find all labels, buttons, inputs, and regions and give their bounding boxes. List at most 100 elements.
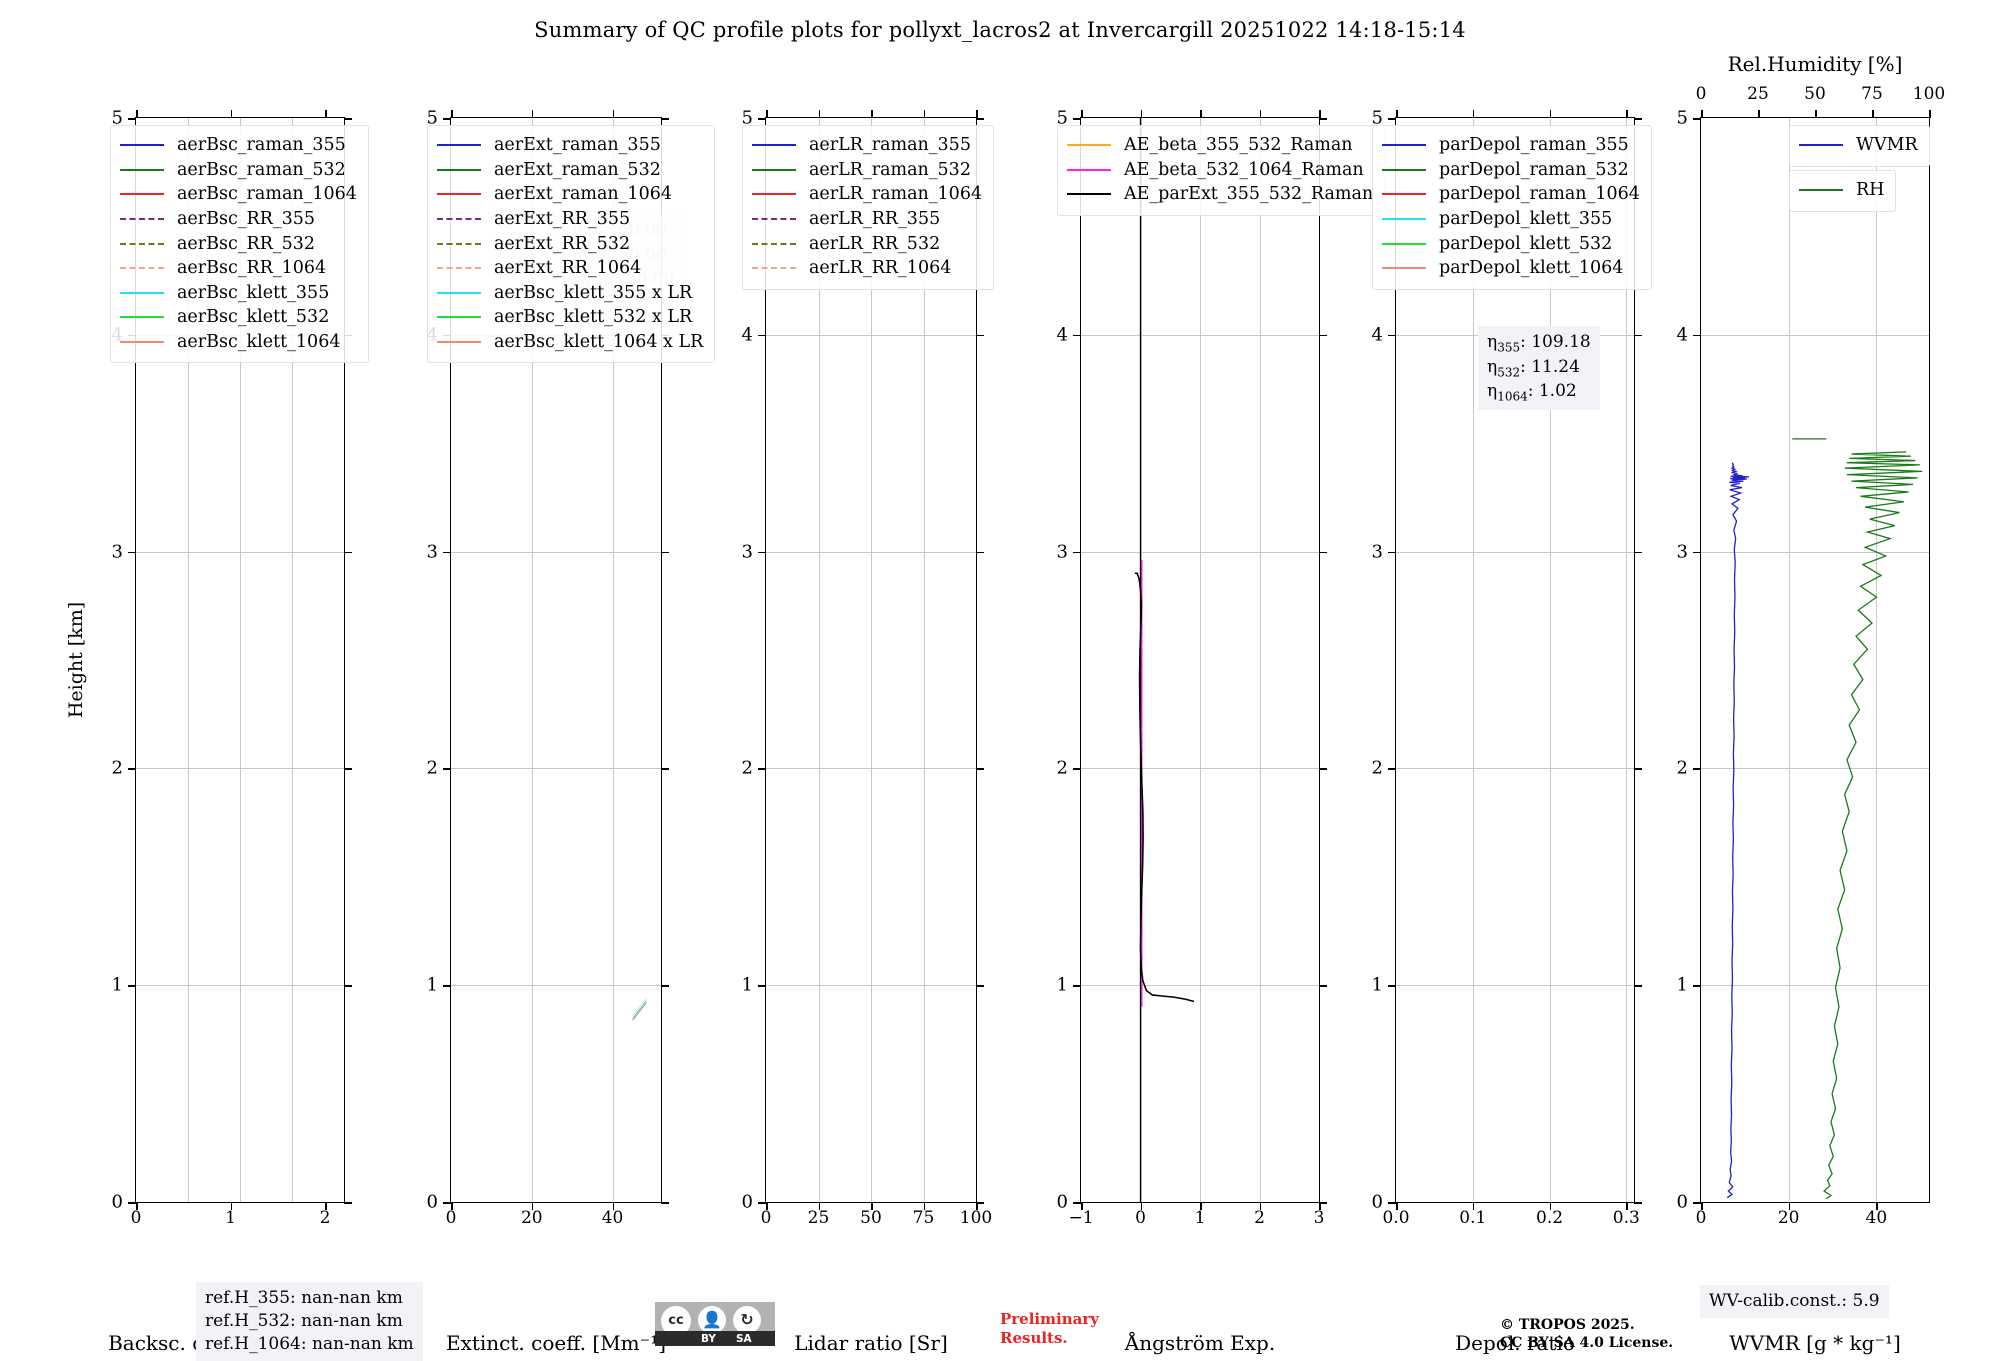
preliminary-line-2: Results. [1000,1328,1068,1347]
legend-label: aerBsc_raman_532 [177,159,346,180]
legend-lidar-ratio[interactable]: aerLR_raman_355 aerLR_raman_532 aerLR_ra… [742,125,995,290]
legend-item[interactable]: aerLR_RR_532 [752,231,982,256]
legend-item[interactable]: aerExt_raman_355 [437,133,703,158]
legend-item[interactable]: parDepol_raman_355 [1382,133,1640,158]
legend-label: aerBsc_klett_1064 [177,332,341,353]
legend-line-swatch [1382,168,1426,171]
legend-line-swatch [1067,193,1111,196]
top-x-tick-label: 75 [1861,84,1883,104]
legend-item[interactable]: aerBsc_klett_1064 [120,330,357,355]
legend-item[interactable]: aerExt_raman_532 [437,158,703,183]
x-tick-label: 40 [601,1208,624,1228]
x-tick-label: 2 [319,1208,331,1228]
legend-item[interactable]: aerExt_RR_532 [437,231,703,256]
legend-label: WVMR [1856,135,1918,156]
legend-item[interactable]: aerBsc_klett_532 x LR [437,305,703,330]
y-tick-1: 1 [1676,974,1688,996]
legend-label: parDepol_klett_355 [1439,209,1613,230]
legend-line-swatch [437,218,481,221]
legend-angstrom[interactable]: AE_beta_355_532_Raman AE_beta_532_1064_R… [1057,125,1386,216]
x-tick-label: 20 [520,1208,543,1228]
panel-depol-ratio: 0 1 2 3 4 5 0.0 0.1 0.2 0.3 Depol. ratio… [1372,108,1652,1355]
legend-item[interactable]: aerExt_RR_355 [437,207,703,232]
ref-height-355: ref.H_355: nan-nan km [205,1288,403,1308]
legend-item[interactable]: aerBsc_raman_532 [120,158,357,183]
legend-wvmr[interactable]: WVMR [1789,125,1930,167]
y-tick-0: 0 [741,1191,753,1213]
x-tick-label: 100 [959,1208,993,1228]
legend-label: aerBsc_RR_1064 [177,258,327,279]
legend-line-swatch [437,168,481,171]
legend-line-swatch [1382,242,1426,245]
legend-item[interactable]: aerBsc_raman_355 [120,133,357,158]
x-tick-label: 25 [807,1208,830,1228]
legend-item[interactable]: WVMR [1799,133,1918,158]
legend-item[interactable]: aerLR_raman_532 [752,158,982,183]
legend-item[interactable]: parDepol_raman_1064 [1382,182,1640,207]
top-x-tick-label: 50 [1804,84,1826,104]
y-tick-3: 3 [1056,541,1068,563]
y-tick-0: 0 [1676,1191,1688,1213]
legend-label: aerBsc_klett_1064 x LR [494,332,704,353]
legend-item[interactable]: aerBsc_klett_355 x LR [437,281,703,306]
legend-line-swatch [752,193,796,196]
legend-item[interactable]: parDepol_klett_355 [1382,207,1640,232]
legend-item[interactable]: aerBsc_klett_1064 x LR [437,330,703,355]
legend-item[interactable]: AE_beta_355_532_Raman [1067,133,1373,158]
x-tick-label: 75 [912,1208,935,1228]
legend-item[interactable]: aerBsc_klett_532 [120,305,357,330]
x-tick-label: 2 [1254,1208,1265,1228]
y-tick-2: 2 [741,757,753,779]
legend-item[interactable]: parDepol_raman_532 [1382,158,1640,183]
x-axis-title: Extinct. coeff. [Mm⁻¹] [445,1331,667,1355]
legend-label: aerBsc_klett_532 x LR [494,307,693,328]
legend-label: aerLR_raman_1064 [809,184,983,205]
legend-item[interactable]: AE_parExt_355_532_Raman [1067,182,1373,207]
legend-item[interactable]: AE_beta_532_1064_Raman [1067,158,1373,183]
y-tick-0: 0 [111,1191,123,1213]
legend-item[interactable]: aerBsc_RR_532 [120,231,357,256]
legend-label: aerBsc_raman_1064 [177,184,357,205]
y-tick-5: 5 [1676,107,1688,129]
legend-item[interactable]: parDepol_klett_1064 [1382,256,1640,281]
legend-extinction[interactable]: aerExt_raman_355 aerExt_raman_532 aerExt… [427,125,716,364]
legend-label: aerLR_RR_532 [809,233,941,254]
legend-line-swatch [437,242,481,245]
legend-item[interactable]: aerLR_raman_355 [752,133,982,158]
legend-line-swatch [120,267,164,270]
legend-item[interactable]: parDepol_klett_532 [1382,231,1640,256]
y-tick-5: 5 [111,107,123,129]
legend-item[interactable]: aerBsc_RR_1064 [120,256,357,281]
eta-532-value: η532: 11.24 [1487,356,1580,379]
legend-line-swatch [437,341,481,344]
legend-item[interactable]: RH [1799,178,1884,203]
legend-depol-ratio[interactable]: parDepol_raman_355 parDepol_raman_532 pa… [1372,125,1652,290]
legend-item[interactable]: aerLR_RR_355 [752,207,982,232]
x-tick-label: 0 [760,1208,772,1228]
y-tick-2: 2 [1371,757,1383,779]
legend-item[interactable]: aerLR_RR_1064 [752,256,982,281]
legend-label: aerBsc_klett_355 [177,282,330,303]
legend-line-swatch [752,144,796,147]
legend-item[interactable]: aerBsc_raman_1064 [120,182,357,207]
legend-item[interactable]: aerBsc_klett_355 [120,281,357,306]
legend-item[interactable]: aerExt_raman_1064 [437,182,703,207]
reference-height-annotation: ref.H_355: nan-nan km ref.H_532: nan-nan… [196,1282,423,1361]
legend-item[interactable]: aerLR_raman_1064 [752,182,982,207]
legend-line-swatch [120,193,164,196]
preliminary-results-notice: Preliminary Results. [1000,1310,1099,1348]
copyright-line-2: CC BY SA 4.0 License. [1500,1335,1674,1352]
legend-line-swatch [1382,267,1426,270]
legend-item[interactable]: aerExt_RR_1064 [437,256,703,281]
y-tick-0: 0 [1371,1191,1383,1213]
eta-annotation: η355: 109.18 η532: 11.24 η1064: 1.02 [1478,326,1600,410]
angstrom-data-lines [1081,118,1319,1202]
x-tick-label: 0.1 [1459,1208,1487,1228]
ref-height-1064: ref.H_1064: nan-nan km [205,1333,414,1354]
eta-1064-value: η1064: 1.02 [1487,381,1577,404]
legend-backscatter[interactable]: aerBsc_raman_355 aerBsc_raman_532 aerBsc… [110,125,369,364]
legend-label: aerLR_raman_532 [809,159,971,180]
cc-sa-label: SA [736,1333,752,1345]
legend-rh[interactable]: RH [1789,170,1897,212]
legend-item[interactable]: aerBsc_RR_355 [120,207,357,232]
